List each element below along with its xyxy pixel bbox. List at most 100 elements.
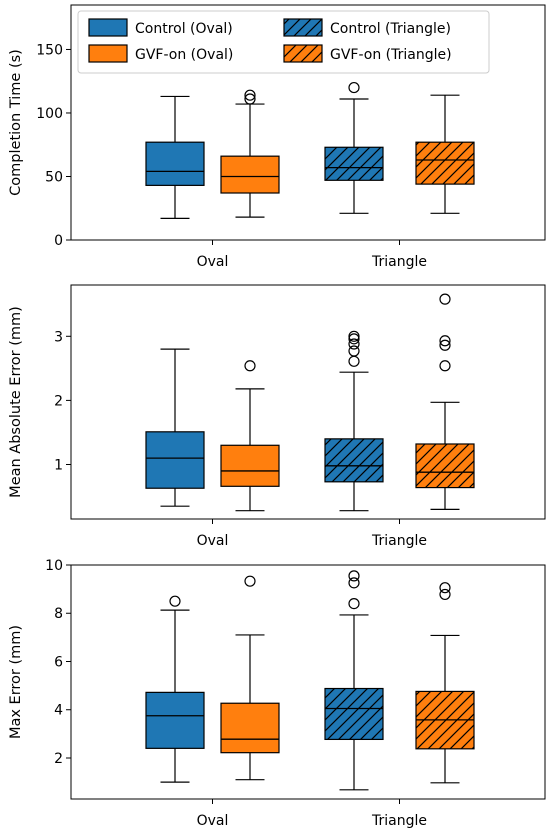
outlier-point [244, 575, 256, 587]
x-tick-label: Triangle [371, 813, 427, 829]
y-tick-label: 0 [54, 233, 63, 249]
outlier-point [244, 93, 256, 105]
box-outline [415, 141, 475, 185]
box-1-2 [220, 89, 280, 218]
x-tick-label: Oval [197, 254, 229, 270]
box-3-3 [324, 570, 384, 791]
box-1-3 [324, 81, 384, 214]
y-tick-label: 10 [45, 558, 63, 574]
y-tick-label: 2 [54, 751, 63, 767]
y-tick-label: 100 [36, 106, 63, 122]
y-tick-label: 50 [45, 169, 63, 185]
outlier-point [348, 355, 360, 367]
legend-swatch-hatch [284, 45, 322, 62]
legend-swatch-outline [283, 18, 323, 37]
box-2-3 [324, 330, 384, 512]
x-tick-label: Triangle [371, 533, 427, 549]
box-hatch [416, 443, 474, 488]
box-2-2 [220, 360, 280, 512]
box-outline [324, 438, 384, 483]
legend-swatch [89, 19, 127, 36]
box-3-4 [415, 582, 475, 784]
box-hatch [325, 438, 383, 482]
box-outline [220, 444, 280, 487]
legend-label: GVF-on (Oval) [135, 47, 233, 63]
y-tick-label: 4 [54, 703, 63, 719]
outlier-point [348, 338, 360, 350]
plot-panel-1: 0 50 100 150 Oval Triangle Completion Time (s) [8, 4, 546, 270]
box-outline [145, 141, 205, 186]
box-body [221, 445, 279, 487]
outlier-point [244, 360, 256, 372]
axes-frame [70, 284, 546, 520]
box-3-1 [145, 595, 205, 783]
y-tick-label: 3 [54, 329, 63, 345]
outlier-point [169, 595, 181, 607]
box-outline [220, 155, 280, 194]
box-body [221, 156, 279, 193]
legend-entry: GVF-on (Triangle) [283, 44, 452, 63]
box-outline [324, 146, 384, 181]
legend-label: Control (Oval) [135, 21, 233, 37]
legend-swatch-outline [88, 44, 128, 63]
y-axis-label: Mean Absolute Error (mm) [8, 306, 24, 498]
y-axis-label: Max Error (mm) [8, 625, 24, 739]
legend-label: GVF-on (Triangle) [330, 47, 452, 63]
box-hatch [325, 688, 383, 740]
outlier-point [348, 81, 360, 94]
outlier-point [439, 582, 451, 594]
legend-swatch [89, 45, 127, 62]
box-2-4 [415, 293, 475, 510]
box-outline [415, 443, 475, 489]
outlier-point [348, 577, 360, 589]
outlier-point [348, 345, 360, 357]
outlier-point [439, 293, 451, 305]
outlier-point [439, 335, 451, 347]
outlier-point [348, 330, 360, 342]
y-axis-label: Completion Time (s) [8, 49, 24, 196]
y-tick-label: 6 [54, 654, 63, 670]
box-3-2 [220, 575, 280, 781]
legend: Control (Oval) GVF-on (Oval) Control (Tria… [77, 10, 490, 74]
legend-entry: Control (Oval) [88, 18, 233, 37]
box-outline [145, 691, 205, 749]
y-tick-label: 2 [54, 393, 63, 409]
y-tick-label: 8 [54, 606, 63, 622]
legend-swatch-outline [88, 18, 128, 37]
box-body [146, 692, 204, 749]
outlier-point [348, 570, 360, 582]
plot-panel-2: 1 2 3 Oval Triangle Mean Absolute Error (mm) [8, 284, 546, 549]
x-tick-label: Oval [197, 533, 229, 549]
box-outline [220, 702, 280, 754]
box-body [146, 431, 204, 489]
legend-frame [77, 10, 490, 74]
box-1-1 [145, 95, 205, 220]
box-hatch [416, 142, 474, 185]
plot-panel-3: 2 4 6 8 10 Oval Triangle Max Error (mm) [8, 558, 546, 829]
legend-swatch-outline [283, 44, 323, 63]
box-outline [145, 431, 205, 489]
legend-entry: Control (Triangle) [283, 18, 451, 37]
outlier-point [439, 339, 451, 351]
x-tick-label: Triangle [371, 254, 427, 270]
outlier-point [439, 360, 451, 372]
box-1-4 [415, 94, 475, 214]
y-tick-label: 150 [36, 42, 63, 58]
outlier-point [348, 597, 360, 610]
box-body [221, 703, 279, 753]
box-hatch [325, 147, 383, 181]
legend-label: Control (Triangle) [330, 21, 451, 37]
legend-entry: GVF-on (Oval) [88, 44, 233, 63]
outlier-point [439, 588, 451, 601]
x-tick-label: Oval [197, 813, 229, 829]
box-2-1 [145, 348, 205, 507]
box-body [146, 142, 204, 186]
legend-swatch-hatch [284, 19, 322, 36]
axes-frame [70, 4, 546, 241]
y-tick-label: 1 [54, 458, 63, 474]
outlier-point [348, 333, 360, 345]
outlier-point [244, 89, 256, 101]
axes-frame [70, 564, 546, 800]
box-outline [324, 687, 384, 741]
